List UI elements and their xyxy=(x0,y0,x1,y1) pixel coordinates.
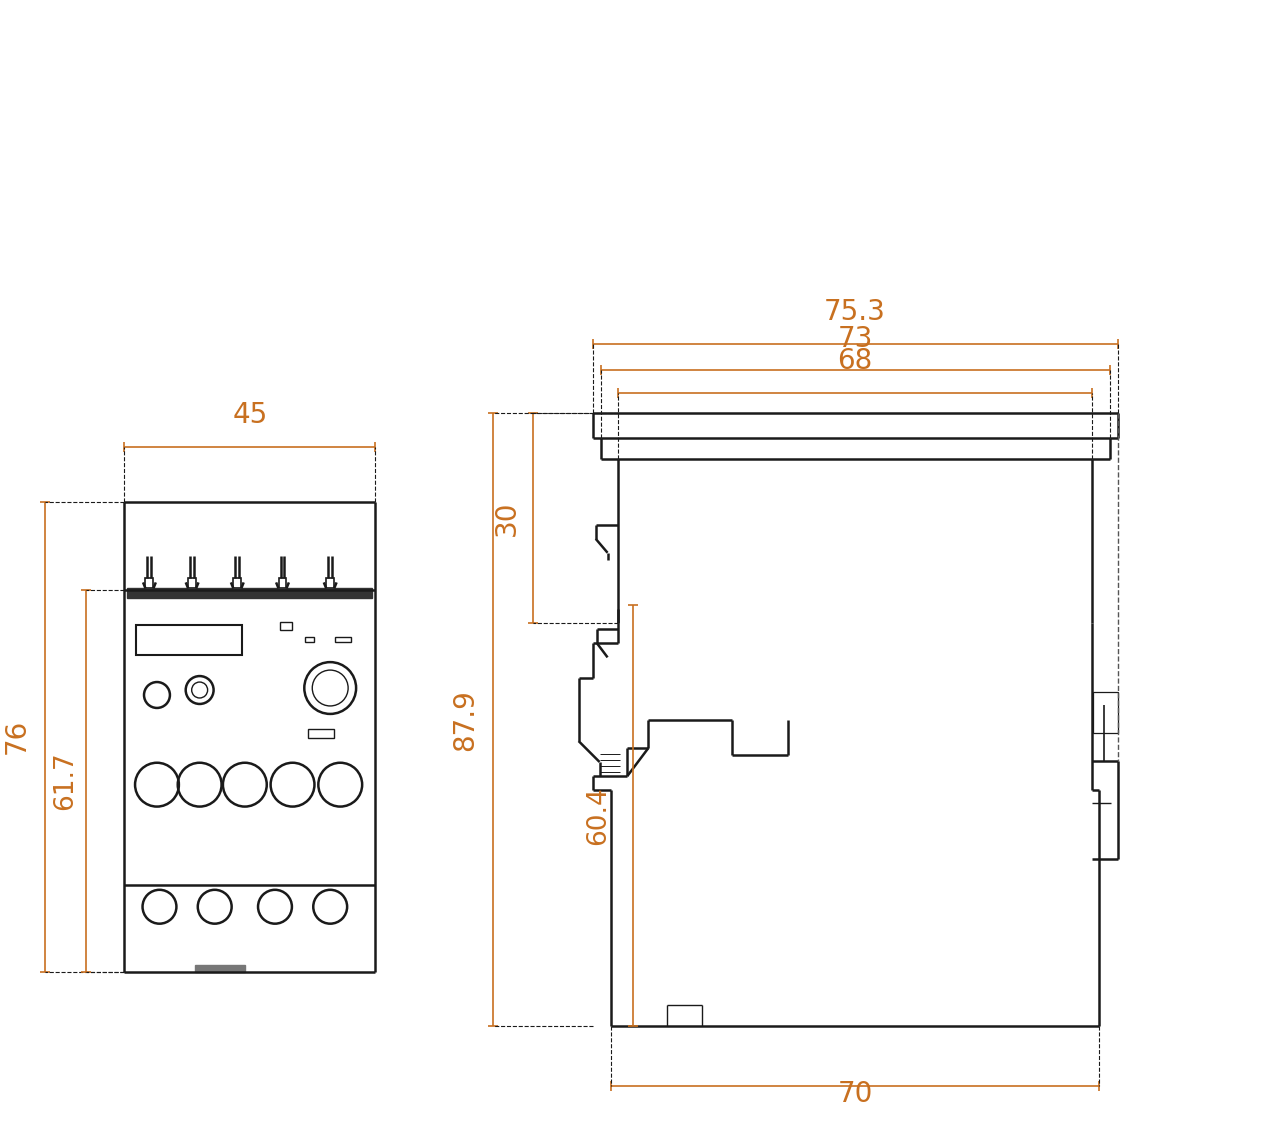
Text: 30: 30 xyxy=(493,501,521,536)
Text: 60.4: 60.4 xyxy=(585,786,611,845)
Bar xyxy=(233,578,242,589)
Text: 87.9: 87.9 xyxy=(451,689,479,751)
Text: 73: 73 xyxy=(837,325,873,352)
Bar xyxy=(305,637,314,642)
Bar xyxy=(280,622,292,630)
Text: 68: 68 xyxy=(837,347,873,375)
Bar xyxy=(279,578,287,589)
Text: 61.7: 61.7 xyxy=(52,752,78,810)
Bar xyxy=(307,729,334,738)
Bar xyxy=(335,637,351,642)
Bar xyxy=(326,578,334,589)
Bar xyxy=(146,578,154,589)
Bar xyxy=(136,625,242,655)
Bar xyxy=(195,965,244,972)
Bar xyxy=(1093,692,1117,734)
Text: 76: 76 xyxy=(3,719,31,754)
Text: 75.3: 75.3 xyxy=(824,297,886,326)
Bar xyxy=(188,578,196,589)
Text: 45: 45 xyxy=(232,401,268,430)
Bar xyxy=(127,589,372,598)
Text: 70: 70 xyxy=(837,1080,873,1108)
